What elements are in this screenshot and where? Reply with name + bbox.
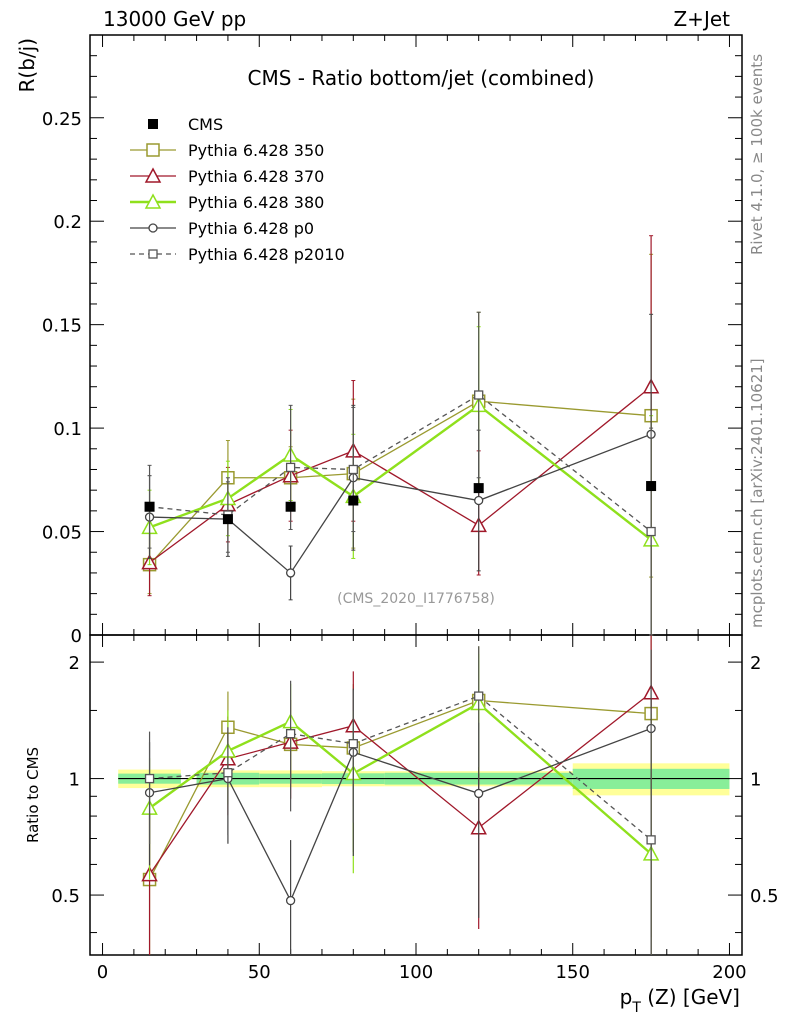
- x-axis-title-sub: T: [631, 1000, 641, 1016]
- y-tick-label: 0: [71, 626, 82, 647]
- cms-data-point: [222, 514, 233, 525]
- legend: CMS Pythia 6.428 350 Pythia 6.428 370 Pythi…: [130, 115, 345, 264]
- series-pythia-6-428-p2010: [144, 311, 656, 955]
- ratio-data-point: [474, 788, 484, 799]
- mcplots-label: mcplots.cern.ch [arXiv:2401.10621]: [748, 358, 766, 628]
- series-line: [149, 386, 652, 564]
- ratio-y-tick-label: 0.5: [51, 886, 80, 907]
- legend-marker-cms: [148, 119, 158, 129]
- x-tick-label: 0: [97, 962, 108, 983]
- legend-label: Pythia 6.428 p0: [188, 219, 314, 238]
- y-axis-title: R(b/j): [15, 38, 39, 93]
- legend-label: Pythia 6.428 350: [188, 141, 324, 160]
- data-point: [285, 462, 296, 473]
- x-tick-label: 150: [556, 962, 590, 983]
- y-tick-label: 0.25: [42, 109, 82, 130]
- data-point: [285, 568, 296, 578]
- ratio-uncertainty-bands: [118, 763, 730, 796]
- ratio-data-point: [285, 729, 296, 739]
- series-line: [149, 433, 652, 574]
- ratio-data-point: [285, 895, 296, 906]
- data-point: [474, 390, 484, 400]
- legend-marker: [144, 167, 162, 183]
- ratio-series-line: [149, 727, 652, 903]
- ratio-y-tick-label: 1: [69, 770, 80, 791]
- legend-label: Pythia 6.428 380: [188, 193, 324, 212]
- header-process: Z+Jet: [673, 7, 730, 31]
- axes: 0 50 100 150 200 0 0.05 0.1 0.15 0.2 0.25 0.5 0.5 1 1 2…: [42, 35, 779, 983]
- cms-data-point: [348, 495, 359, 506]
- y-tick-label: 0.2: [53, 212, 82, 233]
- ratio-data-point: [646, 835, 656, 845]
- ratio-data-point: [474, 691, 484, 701]
- x-tick-label: 100: [399, 962, 433, 983]
- legend-label: Pythia 6.428 p2010: [188, 245, 345, 264]
- x-tick-label: 200: [712, 962, 746, 983]
- ratio-data-point: [223, 768, 233, 778]
- y-tick-label: 0.15: [42, 316, 82, 337]
- y-tick-label: 0.1: [53, 419, 82, 440]
- x-axis-title-rest: (Z) [GeV]: [641, 985, 740, 1009]
- data-point: [646, 526, 656, 537]
- legend-marker: [148, 249, 158, 259]
- cms-data-point: [285, 501, 296, 512]
- legend-marker: [146, 143, 160, 157]
- series-line: [149, 394, 652, 533]
- ratio-y-axis-title: Ratio to CMS: [24, 747, 42, 843]
- cms-data-point: [144, 501, 155, 512]
- legend-label: Pythia 6.428 370: [188, 167, 324, 186]
- x-axis-title-main: p: [620, 985, 633, 1009]
- x-tick-label: 50: [248, 962, 271, 983]
- ratio-y-tick-label-right: 0.5: [750, 886, 779, 907]
- legend-label-cms: CMS: [188, 115, 223, 134]
- chart-title: CMS - Ratio bottom/jet (combined): [248, 66, 595, 90]
- data-point: [474, 495, 484, 506]
- header-energy: 13000 GeV pp: [103, 7, 246, 31]
- series-cms: [144, 481, 657, 525]
- ratio-y-tick-label-right: 1: [750, 770, 761, 791]
- ratio-y-tick-label-right: 2: [750, 653, 761, 674]
- ratio-series-line: [149, 695, 652, 841]
- legend-marker: [148, 223, 158, 233]
- y-tick-label: 0.05: [42, 523, 82, 544]
- ratio-series-line: [149, 692, 652, 876]
- ratio-data-point: [348, 739, 358, 749]
- series-line: [149, 403, 652, 541]
- analysis-watermark: (CMS_2020_I1776758): [337, 591, 495, 607]
- ratio-y-tick-label: 2: [69, 653, 80, 674]
- cms-data-point: [646, 481, 657, 492]
- series-pythia-6-428-380: [141, 326, 660, 955]
- legend-marker: [144, 193, 162, 209]
- data-point: [348, 464, 358, 475]
- ratio-data-point: [144, 773, 155, 784]
- x-axis-title: pT (Z) [GeV]: [620, 985, 740, 1016]
- rivet-label: Rivet 4.1.0, ≥ 100k events: [748, 54, 766, 255]
- series-layer: [141, 235, 660, 955]
- cms-data-point: [473, 483, 484, 494]
- ratio-series-line: [148, 702, 652, 855]
